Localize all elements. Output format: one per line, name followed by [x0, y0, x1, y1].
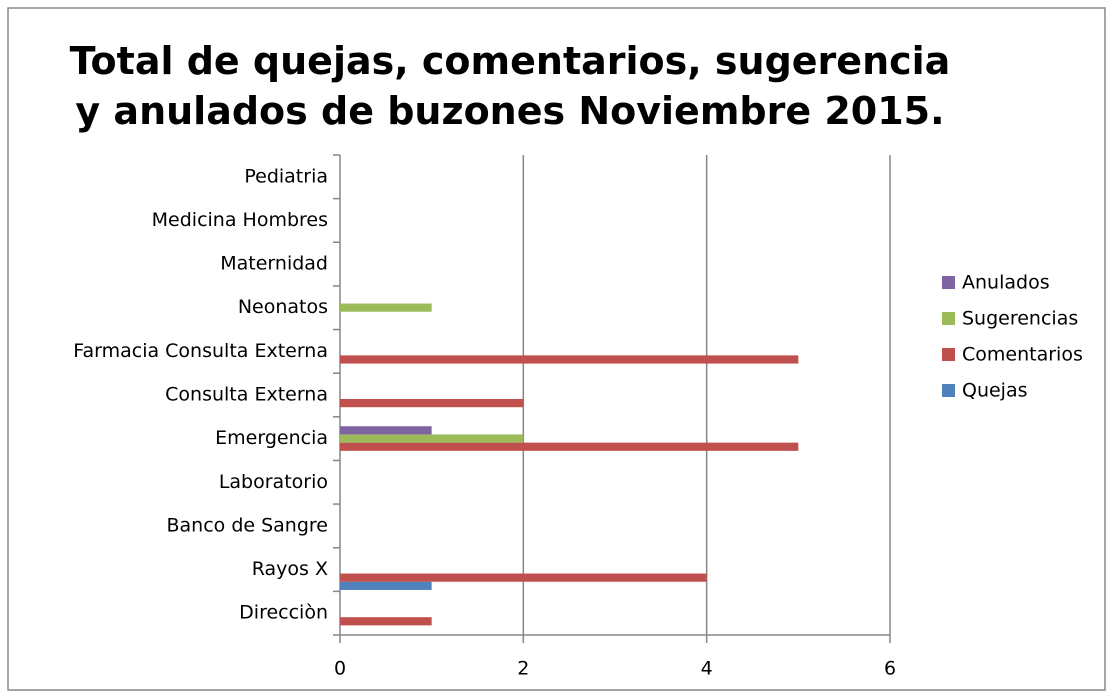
y-tick-label: Rayos X — [252, 558, 328, 580]
y-tick-label: Neonatos — [238, 296, 328, 318]
y-tick-label: Pediatria — [244, 165, 328, 187]
chart-border — [7, 7, 1106, 691]
legend-label: Sugerencias — [962, 308, 1078, 330]
legend-swatch — [942, 276, 955, 289]
bar — [340, 355, 799, 364]
y-tick-label: Laboratorio — [219, 471, 328, 493]
x-tick-label: 6 — [884, 658, 896, 680]
bar — [340, 434, 524, 443]
legend-label: Anulados — [962, 272, 1050, 294]
legend-swatch — [942, 312, 955, 325]
y-tick-label: Maternidad — [220, 253, 328, 275]
legend-label: Comentarios — [962, 344, 1083, 366]
y-tick-label: Medicina Hombres — [152, 209, 328, 231]
bar — [340, 303, 432, 312]
legend-swatch — [942, 348, 955, 361]
x-tick-label: 4 — [701, 658, 713, 680]
y-tick-label: Emergencia — [215, 427, 328, 449]
y-tick-label: Consulta Externa — [165, 384, 328, 406]
x-tick-label: 0 — [334, 658, 346, 680]
bar — [340, 617, 432, 626]
y-tick-label: Farmacia Consulta Externa — [73, 340, 328, 362]
y-tick-label: Direcciòn — [239, 602, 328, 624]
x-tick-label: 2 — [517, 658, 529, 680]
bar — [340, 399, 524, 408]
legend-swatch — [942, 384, 955, 397]
bar — [340, 442, 799, 451]
bar — [340, 581, 432, 590]
y-tick-label: Banco de Sangre — [166, 514, 328, 536]
chart-title: Total de quejas, comentarios, sugerencia… — [69, 39, 951, 133]
legend-label: Quejas — [962, 380, 1028, 402]
bar — [340, 426, 432, 435]
bar — [340, 573, 707, 582]
